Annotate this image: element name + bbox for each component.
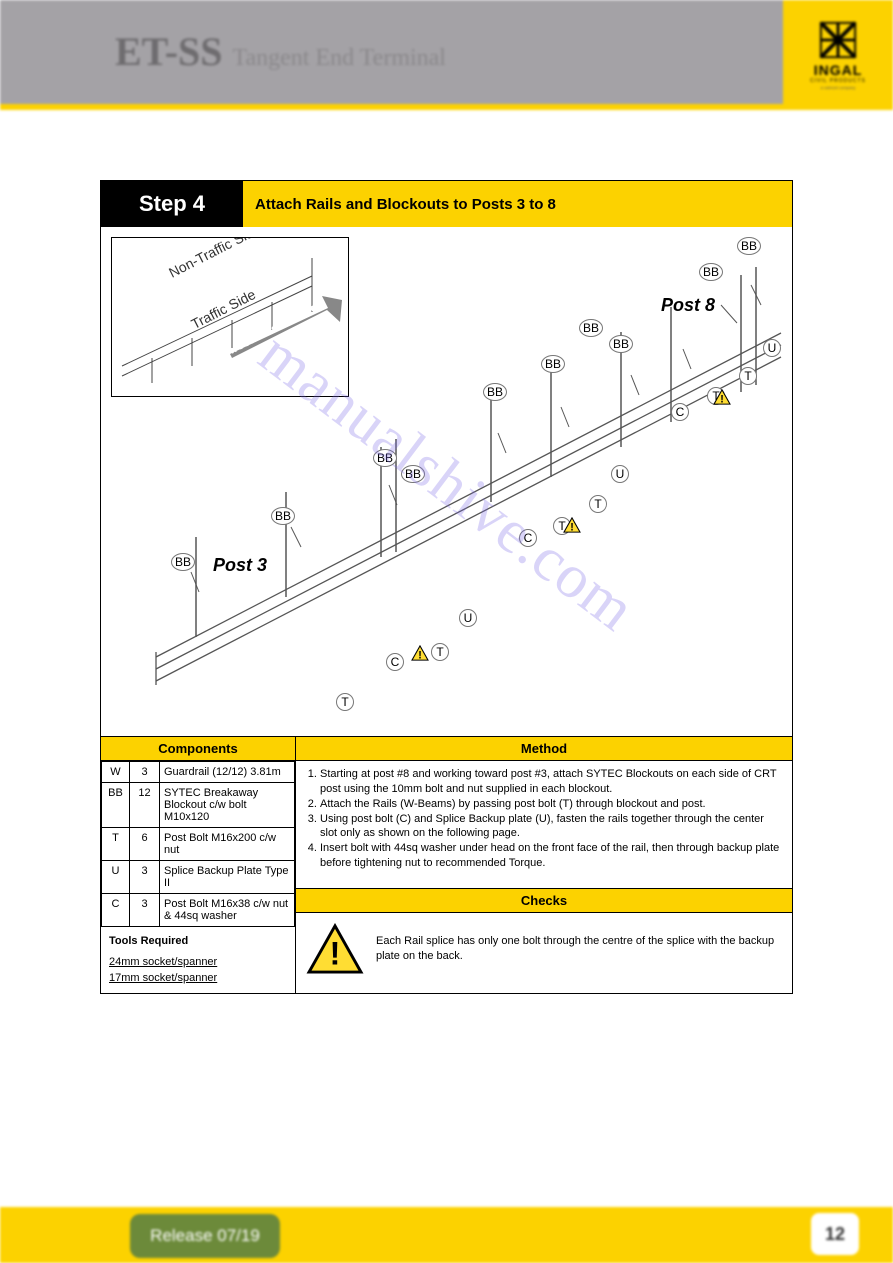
comp-desc: Post Bolt M16x38 c/w nut & 44sq washer xyxy=(160,894,295,927)
callout-t: T xyxy=(336,693,354,711)
heading-tools: Tools Required xyxy=(109,933,287,950)
comp-qty: 3 xyxy=(130,894,160,927)
callout-bb: BB xyxy=(271,507,295,525)
comp-desc: Guardrail (12/12) 3.81m xyxy=(160,762,295,783)
brand-logo-box: INGAL CIVIL PRODUCTS a valmont company xyxy=(783,0,893,110)
method-body: Starting at post #8 and working toward p… xyxy=(296,761,792,888)
step-box: Step 4 Attach Rails and Blockouts to Pos… xyxy=(100,180,793,994)
comp-code: U xyxy=(102,861,130,894)
heading-components: Components xyxy=(101,737,295,761)
table-row: BB 12 SYTEC Breakaway Blockout c/w bolt … xyxy=(102,783,295,828)
comp-qty: 12 xyxy=(130,783,160,828)
doc-title-sub: Tangent End Terminal xyxy=(233,45,446,71)
method-column: Method Starting at post #8 and working t… xyxy=(296,737,792,993)
table-row: T 6 Post Bolt M16x200 c/w nut xyxy=(102,828,295,861)
step-number: Step 4 xyxy=(101,181,243,227)
callout-bb: BB xyxy=(373,449,397,467)
callout-bb: BB xyxy=(579,319,603,337)
comp-qty: 3 xyxy=(130,861,160,894)
components-column: Components W 3 Guardrail (12/12) 3.81m B… xyxy=(101,737,296,993)
callout-bb: BB xyxy=(483,383,507,401)
page-number: 12 xyxy=(811,1213,859,1255)
warning-icon: ! xyxy=(306,923,364,975)
callout-t: T xyxy=(589,495,607,513)
table-row: U 3 Splice Backup Plate Type II xyxy=(102,861,295,894)
method-step: Using post bolt (C) and Splice Backup pl… xyxy=(320,812,784,842)
brand-name: INGAL xyxy=(814,63,863,77)
components-table: W 3 Guardrail (12/12) 3.81m BB 12 SYTEC … xyxy=(101,761,295,927)
assembly-diagram: manualshive.com No xyxy=(101,227,792,737)
comp-desc: SYTEC Breakaway Blockout c/w bolt M10x12… xyxy=(160,783,295,828)
brand-tiny: a valmont company xyxy=(821,85,856,90)
step-header: Step 4 Attach Rails and Blockouts to Pos… xyxy=(101,181,792,227)
table-row: C 3 Post Bolt M16x38 c/w nut & 44sq wash… xyxy=(102,894,295,927)
comp-desc: Post Bolt M16x200 c/w nut xyxy=(160,828,295,861)
comp-desc: Splice Backup Plate Type II xyxy=(160,861,295,894)
warning-icon: ! xyxy=(563,517,581,533)
comp-code: W xyxy=(102,762,130,783)
svg-text:!: ! xyxy=(570,521,574,533)
comp-code: T xyxy=(102,828,130,861)
info-row: Components W 3 Guardrail (12/12) 3.81m B… xyxy=(101,737,792,993)
tool-item: 24mm socket/spanner xyxy=(109,954,287,971)
brand-logo-icon xyxy=(819,21,857,59)
svg-text:!: ! xyxy=(330,934,341,971)
callout-c: C xyxy=(386,653,404,671)
step-title: Attach Rails and Blockouts to Posts 3 to… xyxy=(243,181,792,227)
callout-c: C xyxy=(671,403,689,421)
warning-icon: ! xyxy=(713,389,731,405)
doc-title: ET-SS Tangent End Terminal xyxy=(115,28,446,75)
tool-item: 17mm socket/spanner xyxy=(109,970,287,987)
warning-icon: ! xyxy=(411,645,429,661)
label-post3: Post 3 xyxy=(213,555,267,576)
page-header: ET-SS Tangent End Terminal INGAL CIVIL P… xyxy=(0,0,893,110)
tools-area: Tools Required 24mm socket/spanner 17mm … xyxy=(101,927,295,993)
callout-c: C xyxy=(519,529,537,547)
callout-u: U xyxy=(459,609,477,627)
method-step: Starting at post #8 and working toward p… xyxy=(320,767,784,797)
svg-text:!: ! xyxy=(418,649,422,661)
table-row: W 3 Guardrail (12/12) 3.81m xyxy=(102,762,295,783)
callout-bb: BB xyxy=(737,237,761,255)
svg-text:!: ! xyxy=(720,393,724,405)
label-post8: Post 8 xyxy=(661,295,715,316)
checks-text: Each Rail splice has only one bolt throu… xyxy=(376,934,782,964)
callout-t: T xyxy=(431,643,449,661)
heading-checks: Checks xyxy=(296,888,792,913)
method-step: Insert bolt with 44sq washer under head … xyxy=(320,841,784,871)
comp-code: C xyxy=(102,894,130,927)
callout-u: U xyxy=(763,339,781,357)
callout-t: T xyxy=(739,367,757,385)
brand-subtext: CIVIL PRODUCTS xyxy=(810,78,866,84)
release-tag: Release 07/19 xyxy=(130,1214,280,1258)
page-content: Step 4 Attach Rails and Blockouts to Pos… xyxy=(0,110,893,994)
comp-qty: 3 xyxy=(130,762,160,783)
checks-body: ! Each Rail splice has only one bolt thr… xyxy=(296,913,792,993)
page-footer: Release 07/19 12 xyxy=(0,1207,893,1263)
doc-title-main: ET-SS xyxy=(115,29,223,74)
comp-qty: 6 xyxy=(130,828,160,861)
method-step: Attach the Rails (W-Beams) by passing po… xyxy=(320,797,784,812)
callout-bb: BB xyxy=(699,263,723,281)
callout-bb: BB xyxy=(401,465,425,483)
callout-u: U xyxy=(611,465,629,483)
comp-code: BB xyxy=(102,783,130,828)
callout-bb: BB xyxy=(541,355,565,373)
heading-method: Method xyxy=(296,737,792,761)
callout-bb: BB xyxy=(171,553,195,571)
callout-bb: BB xyxy=(609,335,633,353)
